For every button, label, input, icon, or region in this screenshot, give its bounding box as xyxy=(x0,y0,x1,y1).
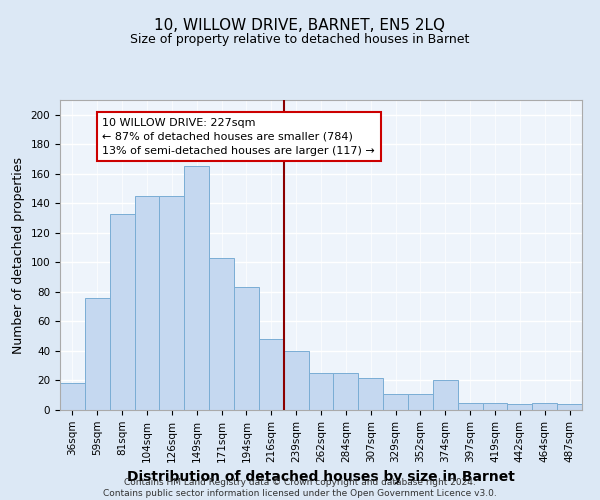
Bar xyxy=(433,380,458,410)
Bar xyxy=(110,214,134,410)
Text: Contains HM Land Registry data © Crown copyright and database right 2024.
Contai: Contains HM Land Registry data © Crown c… xyxy=(103,478,497,498)
Bar xyxy=(234,288,259,410)
Text: 10 WILLOW DRIVE: 227sqm
← 87% of detached houses are smaller (784)
13% of semi-d: 10 WILLOW DRIVE: 227sqm ← 87% of detache… xyxy=(102,118,375,156)
Bar xyxy=(184,166,209,410)
Bar xyxy=(508,404,532,410)
Bar xyxy=(334,373,358,410)
Bar xyxy=(458,402,482,410)
Bar xyxy=(482,402,508,410)
Bar xyxy=(134,196,160,410)
Bar xyxy=(85,298,110,410)
Bar xyxy=(259,339,284,410)
Bar xyxy=(60,384,85,410)
Bar xyxy=(532,402,557,410)
Bar xyxy=(408,394,433,410)
Text: 10, WILLOW DRIVE, BARNET, EN5 2LQ: 10, WILLOW DRIVE, BARNET, EN5 2LQ xyxy=(155,18,445,32)
Bar xyxy=(160,196,184,410)
Bar xyxy=(557,404,582,410)
Bar xyxy=(209,258,234,410)
Bar xyxy=(358,378,383,410)
Bar xyxy=(284,351,308,410)
Bar xyxy=(383,394,408,410)
Y-axis label: Number of detached properties: Number of detached properties xyxy=(12,156,25,354)
X-axis label: Distribution of detached houses by size in Barnet: Distribution of detached houses by size … xyxy=(127,470,515,484)
Bar xyxy=(308,373,334,410)
Text: Size of property relative to detached houses in Barnet: Size of property relative to detached ho… xyxy=(130,32,470,46)
